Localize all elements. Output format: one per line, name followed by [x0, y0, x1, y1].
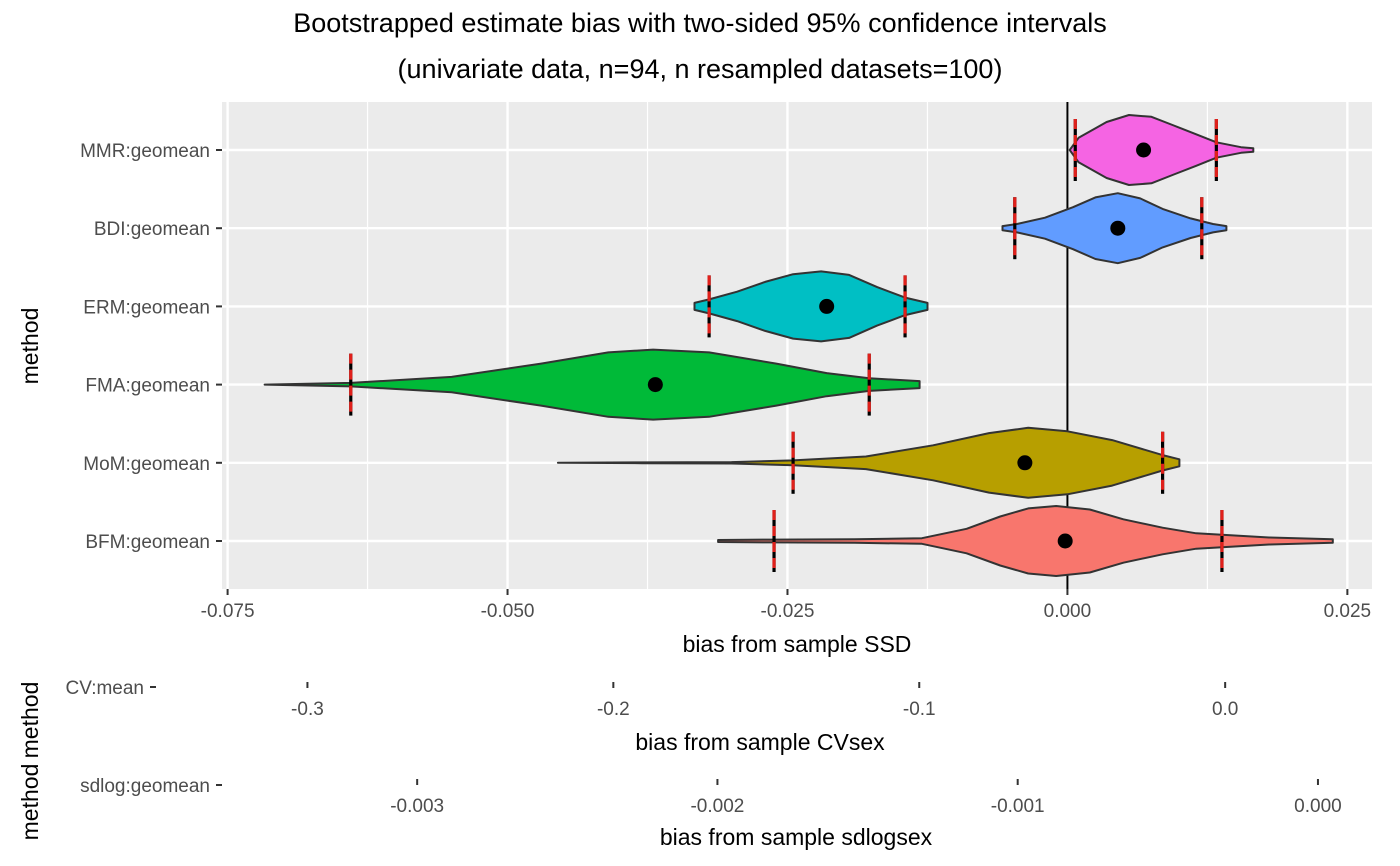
main-x-axis-title: bias from sample SSD: [683, 631, 912, 657]
point-estimate: [1017, 455, 1033, 471]
x-tick-label: 0.000: [1294, 796, 1342, 817]
x-tick-label: -0.1: [903, 699, 936, 720]
y-tick-label: BDI:geomean: [94, 219, 210, 240]
point-estimate: [1110, 220, 1126, 236]
point-estimate: [1057, 533, 1073, 549]
main-y-axis-title: method: [17, 308, 43, 385]
chart-title: Bootstrapped estimate bias with two-side…: [293, 8, 1106, 38]
main-violins: [263, 102, 1334, 589]
x-tick-label: -0.003: [390, 796, 444, 817]
sdlog-x-axis-title: bias from sample sdlogsex: [660, 824, 933, 850]
x-tick-label: -0.001: [991, 796, 1045, 817]
chart-subtitle: (univariate data, n=94, n resampled data…: [398, 54, 1003, 84]
cv-panel: CV:mean -0.3 -0.2 -0.1 0.0: [66, 678, 1239, 720]
lower-y-axis-title-cv: method: [17, 682, 43, 759]
lower-y-axis-title-sdlog: method: [17, 764, 43, 841]
violin-fma-geomean: [263, 348, 921, 421]
y-tick-label: FMA:geomean: [85, 376, 210, 397]
point-estimate: [1136, 142, 1152, 158]
x-tick-label: -0.2: [597, 699, 630, 720]
y-tick-label: ERM:geomean: [83, 297, 210, 318]
x-tick-label: 0.025: [1324, 601, 1372, 622]
x-tick-label: -0.002: [690, 796, 744, 817]
x-tick-label: 0.000: [1044, 601, 1092, 622]
x-tick-label: -0.025: [761, 601, 815, 622]
x-tick-label: -0.050: [481, 601, 535, 622]
x-tick-label: 0.0: [1212, 699, 1238, 720]
y-tick-label: MMR:geomean: [80, 141, 210, 162]
y-tick-label: sdlog:geomean: [80, 776, 210, 797]
violin-bfm-geomean: [717, 505, 1334, 577]
sdlog-panel: sdlog:geomean -0.003 -0.002 -0.001 0.000: [80, 776, 1342, 817]
y-tick-label: BFM:geomean: [85, 532, 210, 553]
cv-x-axis-title: bias from sample CVsex: [635, 729, 885, 755]
point-estimate: [647, 377, 663, 393]
x-tick-label: -0.075: [201, 601, 255, 622]
y-tick-label: CV:mean: [66, 678, 145, 699]
main-panel-background: [222, 102, 1372, 589]
violin-mom-geomean: [556, 426, 1181, 499]
violin-erm-geomean: [693, 270, 929, 343]
y-tick-label: MoM:geomean: [83, 454, 210, 475]
point-estimate: [819, 298, 835, 314]
violin-mmr-geomean: [1068, 114, 1255, 186]
main-ticks: MMR:geomean BDI:geomean ERM:geomean FMA:geo…: [80, 141, 1371, 622]
x-tick-label: -0.3: [291, 699, 324, 720]
